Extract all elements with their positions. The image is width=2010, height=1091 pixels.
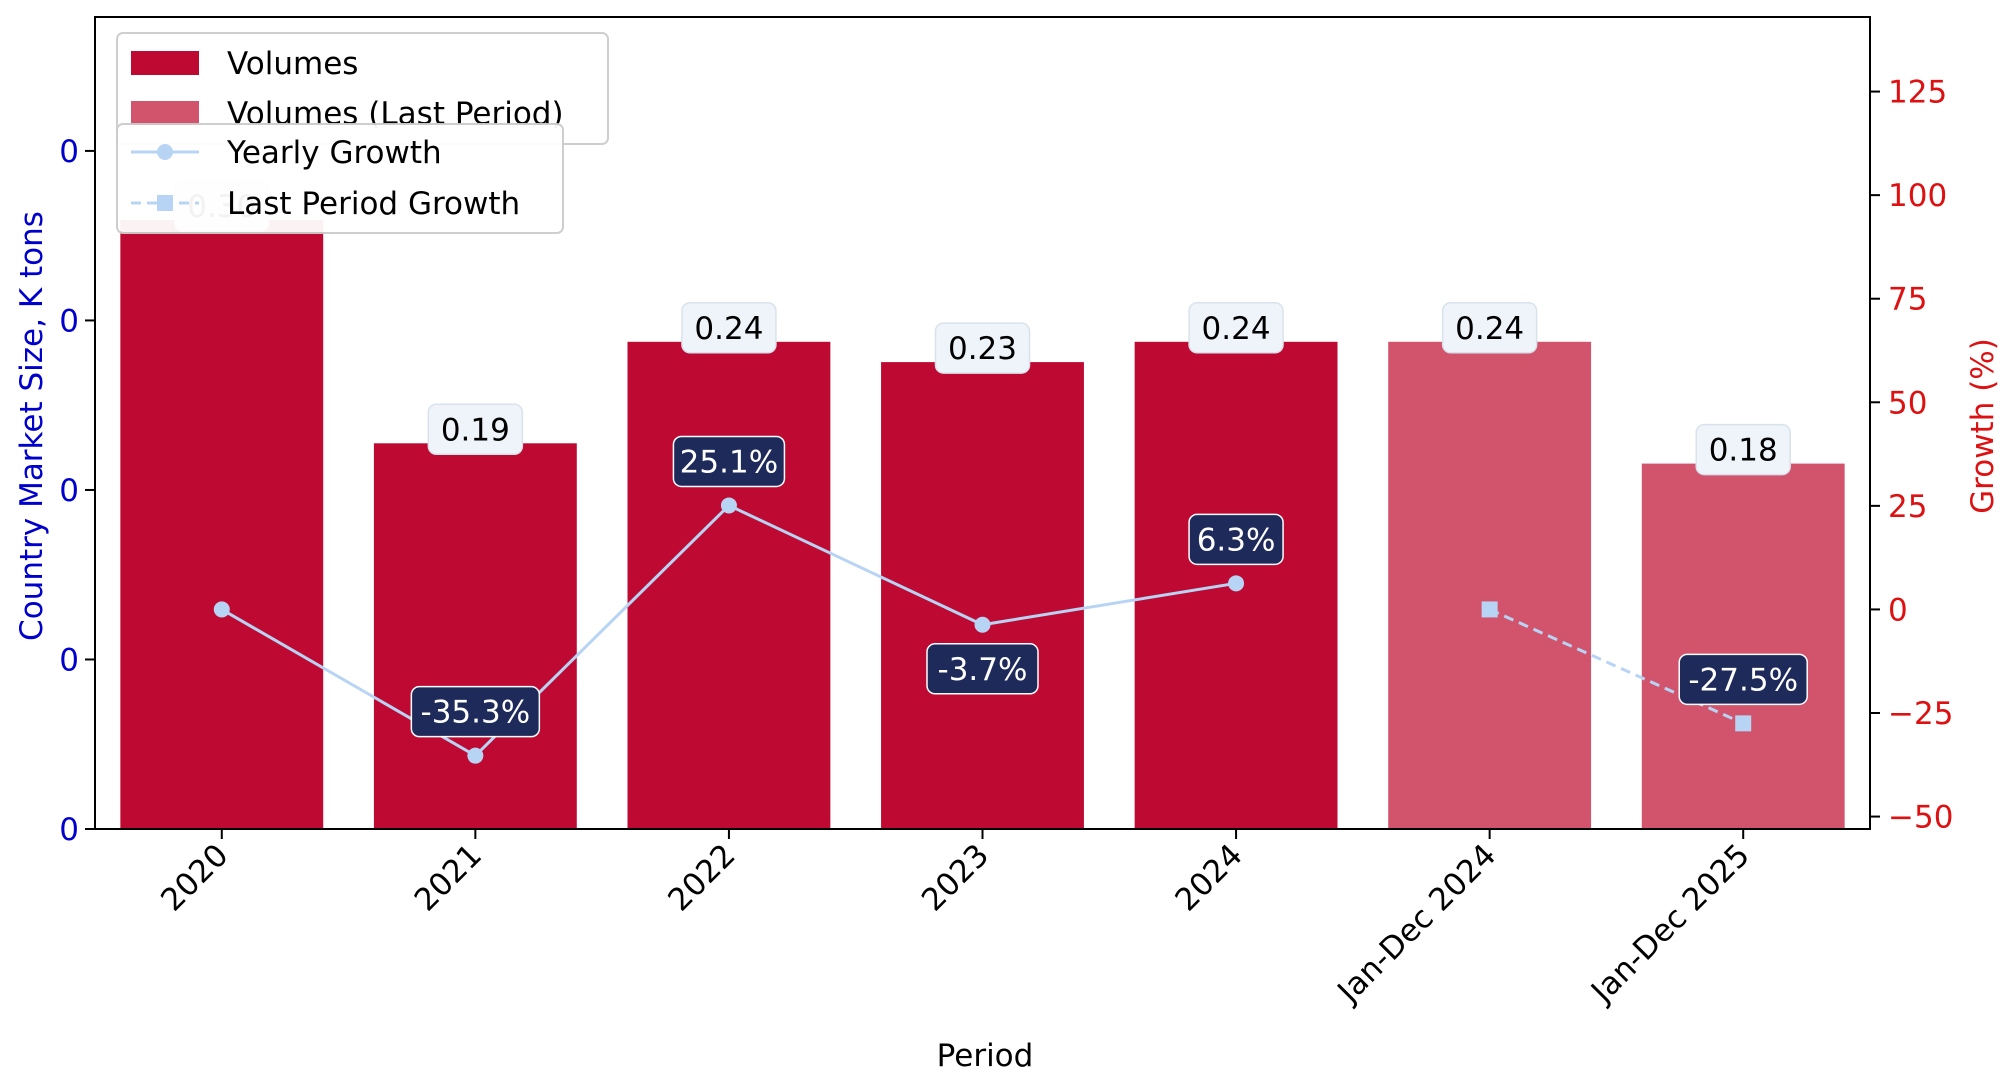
x-tick-label: Jan-Dec 2024 xyxy=(1330,837,1504,1011)
legend-label: Yearly Growth xyxy=(226,135,442,171)
growth-point xyxy=(467,747,484,764)
data-label-text: 0.24 xyxy=(1455,311,1524,347)
bar xyxy=(627,341,831,829)
data-label-text: -35.3% xyxy=(421,695,531,731)
bar xyxy=(881,362,1084,829)
x-tick-label: Jan-Dec 2025 xyxy=(1583,837,1757,1011)
growth-point xyxy=(1228,575,1245,592)
bar-value-label: 0.24 xyxy=(681,302,777,354)
x-axis-label: Period xyxy=(937,1038,1034,1074)
growth-point xyxy=(1481,601,1498,618)
right-tick-label: 100 xyxy=(1888,178,1947,214)
legend-marker xyxy=(157,195,173,211)
data-label-text: 0.23 xyxy=(948,331,1017,367)
bar-value-label: 0.18 xyxy=(1695,423,1791,476)
right-tick-label: 50 xyxy=(1888,385,1927,421)
x-tick-label: 2024 xyxy=(1168,837,1249,918)
data-label-box xyxy=(1188,302,1284,354)
growth-point xyxy=(213,601,230,618)
data-label-box xyxy=(1678,653,1808,706)
growth-value-label: -27.5% xyxy=(1678,653,1808,706)
bar-value-label: 0.19 xyxy=(427,403,524,456)
legend-label: Volumes xyxy=(227,46,358,82)
x-tick-label: 2022 xyxy=(661,837,742,918)
left-axis: 0 0 0 0 0 xyxy=(59,134,95,848)
bar-value-label: 0.24 xyxy=(1441,302,1538,354)
right-tick-label: 125 xyxy=(1888,75,1947,111)
right-tick-label: 0 xyxy=(1888,592,1908,628)
data-label-box xyxy=(926,643,1039,695)
x-tick-label: 2020 xyxy=(154,837,235,918)
data-label-text: 0.24 xyxy=(1202,311,1271,347)
data-label-box xyxy=(1441,302,1538,354)
x-tick-label: 2023 xyxy=(915,837,996,918)
bar xyxy=(373,443,577,829)
bar xyxy=(1641,463,1845,829)
right-tick-label: 25 xyxy=(1888,489,1927,525)
growth-value-label: -35.3% xyxy=(410,685,541,738)
bar-value-label: 0.24 xyxy=(1188,302,1284,354)
growth-point xyxy=(974,616,991,633)
data-label-text: 0.24 xyxy=(694,311,763,347)
left-tick-label: 0 xyxy=(59,303,79,339)
data-label-text: 25.1% xyxy=(680,444,778,480)
x-tick-label: 2021 xyxy=(408,837,489,918)
data-label-box xyxy=(410,685,541,738)
data-label-box xyxy=(427,403,524,456)
right-tick-label: 75 xyxy=(1888,282,1927,318)
data-label-text: 0.19 xyxy=(441,412,510,448)
data-label-text: -3.7% xyxy=(938,652,1028,688)
growth-point xyxy=(1735,715,1752,732)
left-tick-label: 0 xyxy=(59,134,79,170)
data-label-box xyxy=(1695,423,1791,476)
data-label-box xyxy=(681,302,777,354)
bars-layer xyxy=(120,220,1845,829)
right-axis-label: Growth (%) xyxy=(1965,338,2001,514)
legend-swatch xyxy=(131,101,199,125)
data-label-box xyxy=(672,435,786,488)
left-tick-label: 0 xyxy=(59,473,79,509)
right-tick-label: −50 xyxy=(1888,800,1953,836)
left-tick-label: 0 xyxy=(59,812,79,848)
legend-marker xyxy=(157,144,173,160)
bar xyxy=(1388,341,1592,829)
legend-label: Last Period Growth xyxy=(227,186,520,222)
right-axis: −50 −25 0 25 50 75 100 125 xyxy=(1870,75,1953,836)
x-axis: 2020 2021 2022 2023 2024 Jan-Dec 2024 Jan-Dec … xyxy=(154,829,1757,1011)
bar-value-label: 0.23 xyxy=(934,322,1031,374)
data-label-box xyxy=(1188,513,1284,566)
growth-value-label: -3.7% xyxy=(926,643,1039,695)
legend-swatch xyxy=(131,51,199,75)
data-label-text: -27.5% xyxy=(1688,662,1798,698)
legend-lines-frame xyxy=(116,123,564,234)
data-label-text: 0.18 xyxy=(1709,433,1778,469)
data-label-text: 6.3% xyxy=(1197,522,1276,558)
growth-point xyxy=(720,497,737,514)
data-label-box xyxy=(934,322,1031,374)
growth-value-label: 25.1% xyxy=(672,435,786,488)
left-tick-label: 0 xyxy=(59,642,79,678)
bar xyxy=(120,220,324,829)
growth-value-label: 6.3% xyxy=(1188,513,1284,566)
left-axis-label: Country Market Size, K tons xyxy=(14,211,50,641)
right-tick-label: −25 xyxy=(1888,696,1953,732)
